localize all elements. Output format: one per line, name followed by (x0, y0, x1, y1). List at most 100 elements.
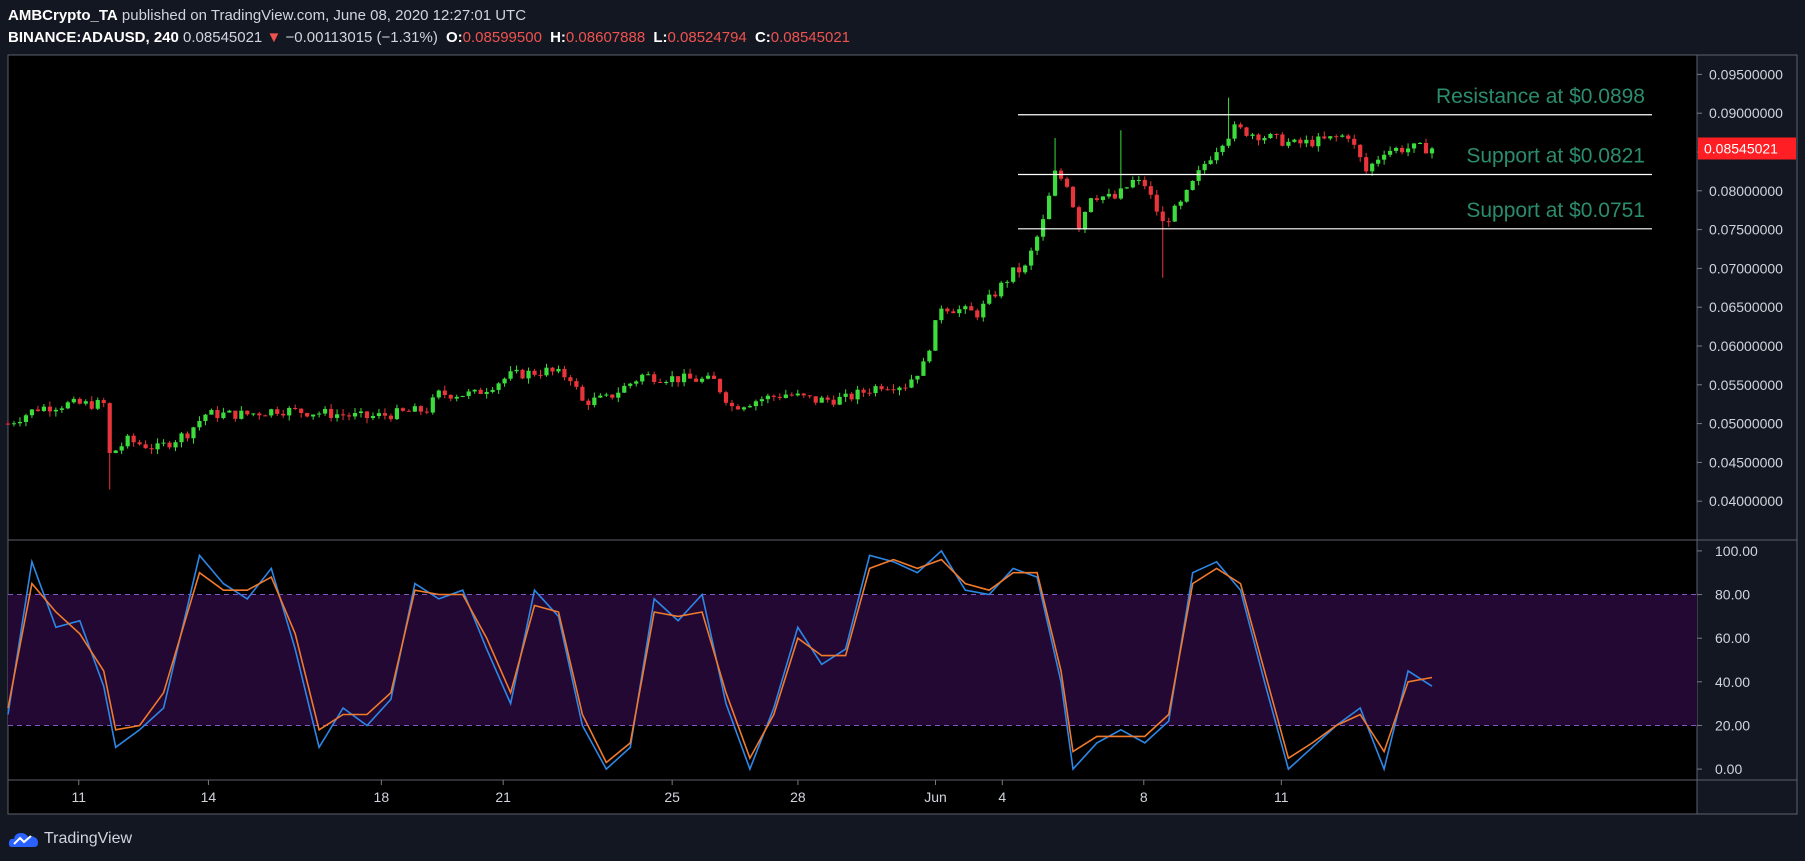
oscillator-tick-label: 100.00 (1715, 543, 1758, 559)
candle-up (1190, 180, 1195, 190)
candle-up (747, 406, 753, 408)
price-tick-label: 0.08000000 (1709, 183, 1783, 199)
symbol-label[interactable]: BINANCE:ADAUSD, 240 (8, 29, 179, 46)
candle-up (161, 442, 166, 444)
publish-info: published on TradingView.com, June 08, 2… (121, 7, 527, 24)
candle-down (89, 401, 94, 409)
candle-down (215, 409, 220, 419)
candle-down (580, 386, 585, 401)
candle-up (646, 374, 651, 376)
candle-up (227, 410, 232, 413)
candle-up (957, 309, 962, 314)
candle-down (448, 395, 453, 399)
price-tick-label: 0.09500000 (1709, 66, 1783, 82)
last-price-tag-label: 0.08545021 (1704, 141, 1778, 157)
candle-up (29, 409, 35, 416)
candle-up (1286, 141, 1291, 146)
candle-up (113, 450, 118, 453)
price-tick-label: 0.05500000 (1709, 377, 1783, 393)
candle-up (466, 391, 471, 396)
candle-down (107, 403, 112, 453)
candle-down (975, 310, 980, 318)
candle-up (197, 420, 202, 428)
candle-up (460, 395, 465, 397)
candle-up (1292, 139, 1297, 142)
candle-down (418, 406, 423, 412)
candle-up (125, 435, 130, 447)
candle-up (837, 396, 842, 405)
candle-up (502, 378, 507, 384)
candle-up (352, 413, 358, 417)
candle-up (1268, 133, 1273, 139)
candle-down (1238, 124, 1243, 128)
candle-up (1376, 159, 1381, 164)
down-arrow-icon: ▼ (266, 29, 282, 46)
candle-up (508, 371, 513, 379)
candle-down (1154, 194, 1159, 212)
candle-up (1250, 134, 1255, 136)
candle-up (556, 368, 561, 372)
candle-up (1202, 163, 1207, 171)
tradingview-cloud-icon[interactable] (8, 829, 40, 849)
low-value: 0.08524794 (667, 29, 747, 46)
candle-down (550, 367, 555, 372)
candle-up (544, 367, 549, 376)
candle-up (1388, 150, 1393, 155)
candle-up (59, 408, 64, 410)
candle-down (1160, 211, 1165, 222)
candle-up (370, 416, 376, 419)
price-pane: Resistance at $0.0898 Support at $0.0821 S… (5, 85, 1652, 490)
candle-up (490, 389, 495, 392)
price-tick-label: 0.06000000 (1709, 338, 1783, 354)
chart-header: AMBCrypto_TA published on TradingView.co… (8, 5, 1798, 49)
candle-up (616, 392, 621, 398)
high-value: 0.08607888 (565, 29, 646, 46)
candle-down (586, 400, 591, 405)
candle-down (233, 410, 238, 419)
candle-up (1304, 139, 1309, 144)
oscillator-tick-label: 80.00 (1715, 587, 1750, 603)
price-axis-background (1697, 55, 1797, 814)
candle-up (819, 397, 824, 403)
candle-down (891, 389, 896, 391)
candle-down (364, 411, 370, 419)
time-tick-label: 25 (664, 789, 680, 805)
candle-up (927, 350, 932, 362)
candle-up (795, 393, 800, 396)
candle-down (1358, 144, 1363, 158)
candle-down (849, 393, 854, 400)
candle-up (41, 406, 46, 411)
open-label: O: (446, 29, 463, 46)
candle-down (346, 415, 352, 417)
price-change: −0.00113015 (−1.31%) (285, 29, 438, 46)
candle-up (11, 423, 17, 425)
candle-up (640, 374, 645, 382)
candle-down (1166, 221, 1171, 223)
candle-up (209, 409, 214, 415)
candle-down (340, 414, 346, 416)
candle-up (1035, 236, 1040, 251)
candle-down (5, 423, 11, 425)
candle-up (173, 442, 178, 448)
candle-up (921, 361, 926, 376)
candle-down (388, 415, 394, 420)
candle-down (610, 394, 615, 398)
candle-up (1106, 193, 1112, 197)
candle-up (873, 386, 878, 394)
candle-up (897, 387, 902, 391)
candle-down (867, 392, 872, 394)
tradingview-brand[interactable]: TradingView (44, 830, 133, 847)
oscillator-tick-label: 40.00 (1715, 674, 1750, 690)
last-price: 0.08545021 (183, 29, 263, 46)
author-name[interactable]: AMBCrypto_TA (8, 7, 118, 24)
candle-down (861, 389, 866, 393)
candle-down (520, 369, 525, 379)
candle-up (1196, 170, 1201, 181)
candle-down (729, 402, 735, 407)
candle-up (17, 421, 23, 424)
candle-up (514, 369, 519, 372)
stochastic-pane (7, 549, 1697, 772)
chart-frame (7, 54, 1798, 815)
candle-up (526, 370, 531, 379)
